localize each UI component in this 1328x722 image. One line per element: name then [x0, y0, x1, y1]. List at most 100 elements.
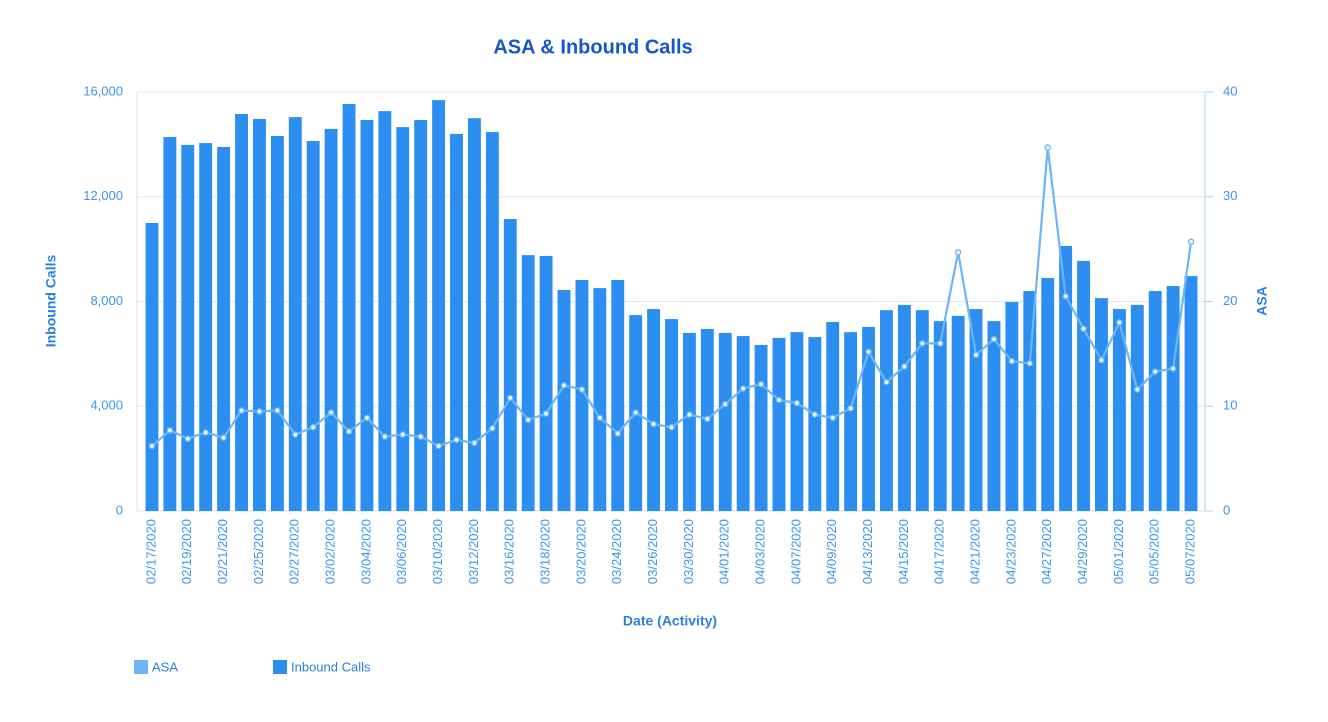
legend-label: Inbound Calls	[291, 659, 371, 674]
bar	[897, 304, 911, 511]
point	[1044, 144, 1051, 151]
bar	[145, 222, 159, 511]
y2-tick-label: 0	[1223, 502, 1230, 517]
point	[220, 434, 227, 441]
y-axis-title: Inbound Calls	[43, 255, 59, 348]
point	[578, 386, 586, 393]
point	[901, 363, 908, 370]
y2-tick-label: 10	[1223, 398, 1237, 413]
y-tick-label: 8,000	[90, 293, 123, 308]
point	[1134, 386, 1141, 393]
y-tick-label: 12,000	[83, 188, 123, 203]
point	[471, 439, 478, 447]
point	[345, 428, 353, 435]
point	[453, 436, 460, 444]
bar	[378, 111, 392, 511]
point	[1080, 325, 1087, 332]
legend-swatch	[273, 660, 287, 674]
bar	[1166, 286, 1180, 511]
bar	[969, 309, 983, 511]
x-tick-label: 04/27/2020	[1039, 519, 1054, 584]
x-tick-label: 02/19/2020	[179, 519, 194, 584]
x-tick-label: 04/13/2020	[860, 519, 875, 584]
x-tick-label: 02/27/2020	[287, 519, 302, 584]
x-tick-label: 03/26/2020	[645, 519, 660, 584]
x-tick-label: 04/29/2020	[1075, 519, 1090, 584]
y-tick-label: 4,000	[90, 398, 123, 413]
bar	[880, 310, 893, 511]
point	[829, 414, 836, 422]
x-tick-label: 04/17/2020	[932, 519, 947, 584]
y2-tick-label: 30	[1223, 188, 1237, 203]
x-tick-label: 03/20/2020	[573, 519, 588, 584]
bar	[844, 332, 858, 511]
bar	[1023, 291, 1037, 511]
point	[399, 431, 407, 438]
point	[1008, 357, 1016, 365]
bar	[557, 289, 571, 511]
point	[1062, 293, 1069, 300]
bar	[396, 127, 410, 511]
bar	[414, 120, 428, 511]
point	[507, 394, 514, 402]
bar	[467, 118, 481, 511]
bar	[503, 219, 517, 511]
point	[1151, 368, 1159, 375]
point	[596, 414, 604, 422]
point	[704, 415, 711, 423]
y2-tick-label: 40	[1223, 83, 1237, 98]
point	[757, 381, 765, 388]
point	[166, 427, 174, 434]
point	[775, 396, 783, 404]
bar	[539, 255, 553, 511]
bar	[862, 326, 876, 511]
bar	[450, 133, 463, 511]
bar	[217, 146, 231, 511]
bar	[342, 104, 356, 511]
bar	[808, 337, 822, 511]
x-tick-label: 04/07/2020	[788, 519, 803, 584]
point	[202, 429, 209, 436]
bar	[647, 309, 661, 511]
bar	[1095, 298, 1108, 511]
x-tick-label: 04/01/2020	[717, 519, 732, 584]
y2-tick-label: 20	[1223, 293, 1237, 308]
x-tick-label: 02/17/2020	[143, 519, 158, 584]
point	[417, 433, 424, 440]
chart-title: ASA & Inbound Calls	[493, 36, 692, 58]
x-tick-label: 05/01/2020	[1111, 519, 1126, 584]
x-axis-title: Date (Activity)	[623, 613, 717, 629]
bar	[1005, 302, 1019, 511]
point	[865, 348, 872, 356]
bar	[270, 135, 284, 511]
x-tick-label: 03/06/2020	[394, 519, 409, 584]
point	[148, 442, 156, 450]
point	[990, 335, 998, 343]
bar	[593, 288, 607, 511]
point	[238, 407, 245, 414]
legend-swatch	[134, 660, 148, 674]
point	[363, 414, 371, 422]
bar	[1148, 291, 1162, 511]
point	[811, 411, 819, 418]
point	[972, 351, 980, 359]
bar	[252, 118, 266, 512]
point	[739, 385, 747, 392]
x-tick-label: 03/16/2020	[502, 519, 517, 584]
bar	[754, 344, 768, 511]
x-tick-label: 02/21/2020	[215, 519, 230, 584]
bar	[611, 280, 625, 511]
point	[919, 340, 926, 347]
bar	[1077, 260, 1091, 511]
bar	[521, 255, 535, 511]
point	[721, 400, 729, 408]
x-tick-label: 03/18/2020	[538, 519, 553, 584]
x-tick-label: 03/24/2020	[609, 519, 624, 584]
x-tick-label: 04/23/2020	[1003, 519, 1018, 584]
point	[883, 378, 890, 386]
point	[560, 382, 568, 389]
bar	[360, 120, 374, 511]
point	[632, 409, 639, 416]
point	[954, 249, 962, 256]
